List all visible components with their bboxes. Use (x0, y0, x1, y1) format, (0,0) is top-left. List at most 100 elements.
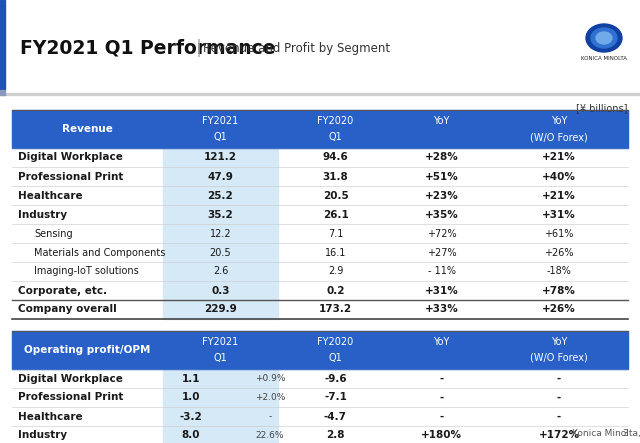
Text: FY2021: FY2021 (202, 337, 239, 347)
Bar (163, 167, 278, 186)
Text: YoY: YoY (551, 116, 567, 126)
Bar (163, 300, 278, 319)
Text: +21%: +21% (542, 152, 576, 163)
Text: +23%: +23% (424, 190, 458, 201)
Text: KONICA MINOLTA: KONICA MINOLTA (581, 55, 627, 61)
Text: YoY: YoY (433, 337, 450, 347)
Text: -: - (557, 373, 561, 384)
Text: 2.8: 2.8 (326, 431, 345, 440)
Text: (W/O Forex): (W/O Forex) (530, 132, 588, 142)
Bar (0, 90, 5, 95)
Text: Sensing: Sensing (34, 229, 72, 238)
Bar (0, 93, 640, 95)
Text: 229.9: 229.9 (204, 304, 237, 315)
Text: FY2020: FY2020 (317, 116, 354, 126)
Text: 2.6: 2.6 (213, 267, 228, 276)
Text: Professional Print: Professional Print (18, 392, 124, 403)
Text: - 11%: - 11% (428, 267, 456, 276)
Text: +78%: +78% (542, 285, 576, 295)
Text: -7.1: -7.1 (324, 392, 347, 403)
Bar (163, 407, 278, 426)
Bar (163, 426, 278, 443)
Text: Healthcare: Healthcare (18, 412, 83, 421)
Ellipse shape (596, 32, 612, 44)
Bar (5, 0, 640, 93)
Text: +26%: +26% (542, 304, 576, 315)
Text: FY2021: FY2021 (202, 116, 239, 126)
Text: 26.1: 26.1 (323, 210, 348, 219)
Text: Revenue and Profit by Segment: Revenue and Profit by Segment (203, 42, 390, 54)
Text: YoY: YoY (433, 116, 450, 126)
Text: +61%: +61% (544, 229, 573, 238)
Text: Q1: Q1 (328, 132, 342, 142)
Text: +33%: +33% (424, 304, 458, 315)
Text: Imaging-IoT solutions: Imaging-IoT solutions (34, 267, 139, 276)
Text: 173.2: 173.2 (319, 304, 352, 315)
Text: FY2021 Q1 Performance: FY2021 Q1 Performance (20, 39, 275, 58)
Text: Operating profit/OPM: Operating profit/OPM (24, 345, 150, 355)
Text: +31%: +31% (542, 210, 576, 219)
Ellipse shape (586, 24, 622, 52)
Text: 20.5: 20.5 (210, 248, 231, 257)
Text: 8.0: 8.0 (182, 431, 200, 440)
Text: -: - (557, 412, 561, 421)
Text: Company overall: Company overall (18, 304, 116, 315)
Bar (163, 281, 278, 300)
Ellipse shape (591, 28, 617, 48)
Text: 1.0: 1.0 (182, 392, 200, 403)
Text: +72%: +72% (427, 229, 456, 238)
Text: +28%: +28% (424, 152, 458, 163)
Text: +172%: +172% (538, 431, 580, 440)
Text: -: - (440, 373, 444, 384)
Text: +2.0%: +2.0% (255, 393, 285, 402)
Text: 0.2: 0.2 (326, 285, 345, 295)
Text: 35.2: 35.2 (207, 210, 234, 219)
Bar (163, 186, 278, 205)
Text: Materials and Components: Materials and Components (34, 248, 165, 257)
Text: +35%: +35% (424, 210, 458, 219)
Bar (163, 205, 278, 224)
Text: Q1: Q1 (328, 353, 342, 363)
Bar (163, 369, 278, 388)
Bar (163, 331, 628, 369)
Bar (163, 148, 278, 167)
Text: 16.1: 16.1 (325, 248, 346, 257)
Text: FY2020: FY2020 (317, 337, 354, 347)
Text: +0.9%: +0.9% (255, 374, 285, 383)
Text: [¥ billions]: [¥ billions] (577, 103, 628, 113)
Text: +31%: +31% (424, 285, 458, 295)
Bar (163, 262, 278, 281)
Text: +26%: +26% (544, 248, 573, 257)
Text: 94.6: 94.6 (323, 152, 348, 163)
Text: Revenue: Revenue (62, 124, 113, 134)
Text: Industry: Industry (18, 431, 67, 440)
Text: -: - (440, 392, 444, 403)
Text: 0.3: 0.3 (211, 285, 230, 295)
Text: 121.2: 121.2 (204, 152, 237, 163)
Text: -9.6: -9.6 (324, 373, 347, 384)
Text: YoY: YoY (551, 337, 567, 347)
Text: 7.1: 7.1 (328, 229, 343, 238)
Text: 2.9: 2.9 (328, 267, 343, 276)
Text: 25.2: 25.2 (207, 190, 234, 201)
Text: Industry: Industry (18, 210, 67, 219)
Text: Konica Minolta, Inc.: Konica Minolta, Inc. (572, 429, 640, 438)
Text: 20.5: 20.5 (323, 190, 348, 201)
Text: -18%: -18% (547, 267, 572, 276)
Text: -: - (268, 412, 271, 421)
Text: Q1: Q1 (214, 353, 227, 363)
Bar (12, 110, 163, 148)
Text: -3.2: -3.2 (180, 412, 202, 421)
Text: 12.2: 12.2 (210, 229, 231, 238)
Text: +51%: +51% (424, 171, 458, 182)
Text: Healthcare: Healthcare (18, 190, 83, 201)
Text: Digital Workplace: Digital Workplace (18, 373, 123, 384)
Bar (163, 224, 278, 243)
Text: 31.8: 31.8 (323, 171, 348, 182)
Text: 3: 3 (622, 429, 628, 438)
Bar (163, 388, 278, 407)
Text: 47.9: 47.9 (207, 171, 234, 182)
Text: -: - (557, 392, 561, 403)
Text: Q1: Q1 (214, 132, 227, 142)
Text: Professional Print: Professional Print (18, 171, 124, 182)
